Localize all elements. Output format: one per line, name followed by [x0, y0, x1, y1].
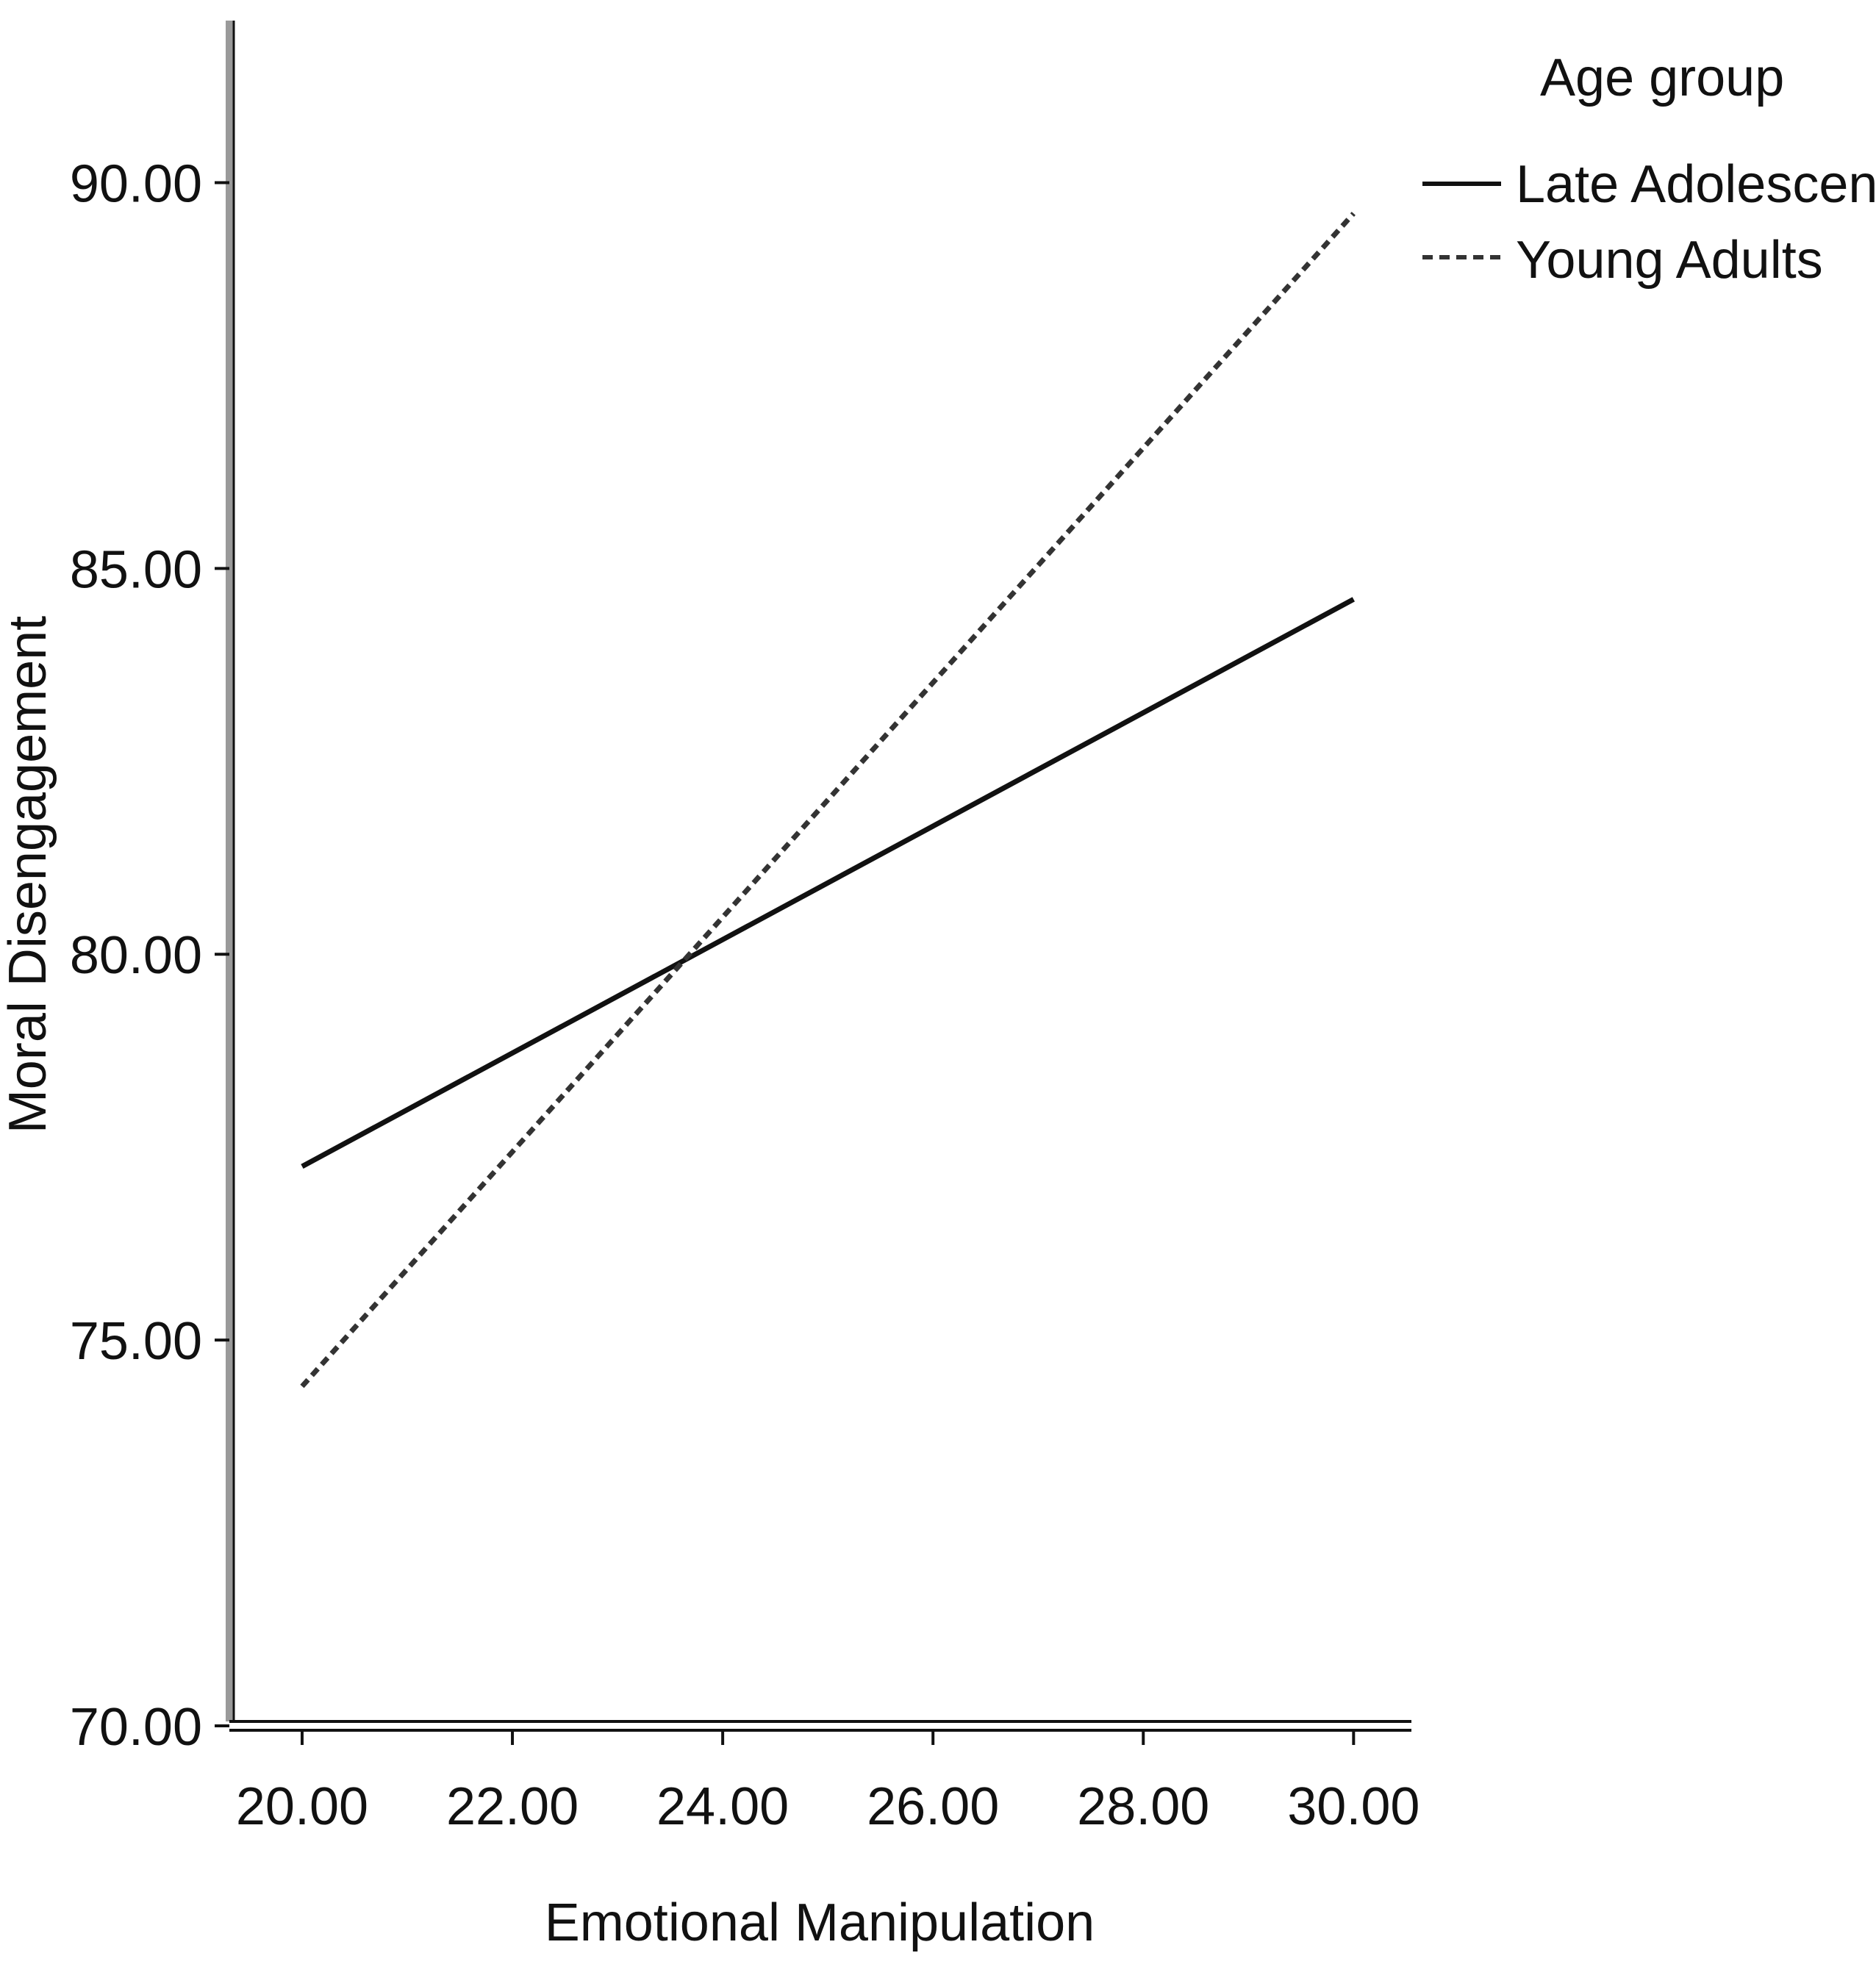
x-tick-label: 20.00 [236, 1777, 368, 1836]
legend-label-young-adults: Young Adults [1516, 231, 1823, 290]
y-axis-ticks: 70.00 75.00 80.00 85.00 90.00 [70, 154, 229, 1757]
y-tick-label: 70.00 [70, 1698, 202, 1757]
legend-label-late-adolescents: Late Adolescents [1516, 155, 1876, 214]
series-layer [300, 212, 1356, 1388]
y-axis-title: Moral Disengagement [0, 616, 57, 1133]
y-tick-label: 90.00 [70, 154, 202, 213]
x-axis-ticks: 20.00 22.00 24.00 26.00 28.00 30.00 [236, 1730, 1419, 1836]
series-line-late-adolescents [301, 597, 1355, 1169]
y-tick-label: 75.00 [70, 1312, 202, 1371]
x-tick-label: 30.00 [1287, 1777, 1419, 1836]
x-tick-label: 26.00 [867, 1777, 999, 1836]
y-tick-label: 80.00 [70, 926, 202, 985]
y-tick-label: 85.00 [70, 540, 202, 599]
series-line-young-adults [300, 212, 1356, 1388]
x-tick-label: 22.00 [446, 1777, 579, 1836]
legend: Age group Late Adolescents Young Adults [1422, 49, 1876, 290]
x-tick-label: 24.00 [656, 1777, 789, 1836]
x-axis-title: Emotional Manipulation [545, 1893, 1095, 1952]
legend-title: Age group [1540, 49, 1784, 107]
x-tick-label: 28.00 [1077, 1777, 1209, 1836]
